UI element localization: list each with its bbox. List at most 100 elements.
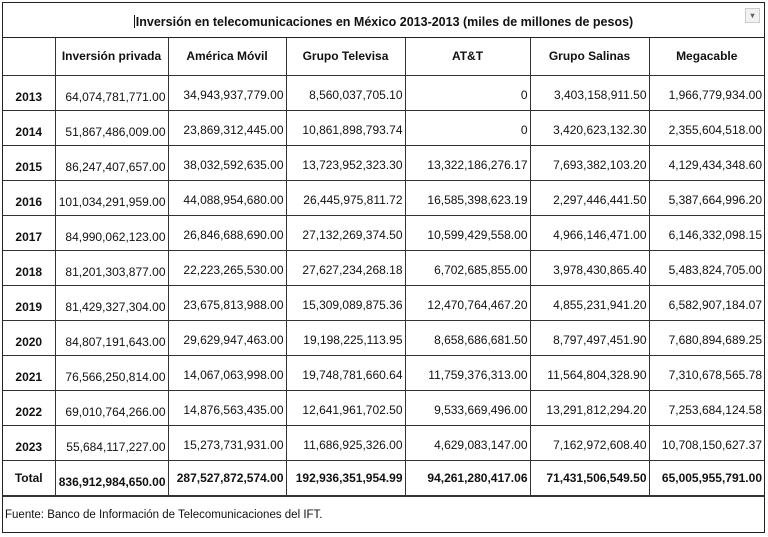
value-cell[interactable]: 10,708,150,627.37	[648, 424, 764, 461]
row-label-cell[interactable]: 2016	[3, 179, 56, 216]
value-cell[interactable]: 101,034,291,959.00	[54, 179, 169, 216]
column-header[interactable]: Megacable	[648, 38, 764, 76]
value-cell[interactable]: 8,797,497,451.90	[529, 319, 650, 356]
value-cell[interactable]: 19,198,225,113.95	[285, 319, 406, 356]
value-cell[interactable]: 8,658,686,681.50	[404, 319, 531, 356]
column-header[interactable]: Grupo Televisa	[285, 38, 406, 76]
source-note: Fuente: Banco de Información de Telecomu…	[3, 495, 764, 532]
value-cell[interactable]: 27,132,269,374.50	[285, 214, 406, 251]
table-title-cell[interactable]: Inversión en telecomunicaciones en Méxic…	[3, 3, 764, 38]
data-table: Inversión privada América Móvil Grupo Tele…	[3, 38, 764, 496]
value-cell[interactable]: 23,869,312,445.00	[167, 109, 287, 146]
value-cell[interactable]: 81,429,327,304.00	[54, 284, 169, 321]
row-label-cell[interactable]: 2022	[3, 389, 56, 426]
row-label-cell[interactable]: 2017	[3, 214, 56, 251]
value-cell[interactable]: 81,201,303,877.00	[54, 249, 169, 286]
value-cell[interactable]: 7,310,678,565.78	[648, 354, 764, 391]
value-cell[interactable]: 55,684,117,227.00	[54, 424, 169, 461]
column-header[interactable]: AT&T	[404, 38, 531, 76]
value-cell[interactable]: 15,273,731,931.00	[167, 424, 287, 461]
dropdown-arrow-icon[interactable]: ▾	[745, 8, 760, 23]
value-cell[interactable]: 64,074,781,771.00	[54, 74, 169, 111]
value-cell[interactable]: 8,560,037,705.10	[285, 74, 406, 111]
value-cell[interactable]: 12,641,961,702.50	[285, 389, 406, 426]
value-cell[interactable]: 16,585,398,623.19	[404, 179, 531, 216]
value-cell[interactable]: 7,253,684,124.58	[648, 389, 764, 426]
value-cell[interactable]: 13,291,812,294.20	[529, 389, 650, 426]
value-cell[interactable]: 3,978,430,865.40	[529, 249, 650, 286]
value-cell[interactable]: 5,483,824,705.00	[648, 249, 764, 286]
value-cell[interactable]: 38,032,592,635.00	[167, 144, 287, 181]
value-cell[interactable]: 192,936,351,954.99	[285, 459, 406, 496]
value-cell[interactable]: 11,759,376,313.00	[404, 354, 531, 391]
value-cell[interactable]: 13,723,952,323.30	[285, 144, 406, 181]
value-cell[interactable]: 19,748,781,660.64	[285, 354, 406, 391]
value-cell[interactable]: 65,005,955,791.00	[648, 459, 764, 496]
row-label-cell[interactable]: 2014	[3, 109, 56, 146]
value-cell[interactable]: 76,566,250,814.00	[54, 354, 169, 391]
column-header[interactable]: América Móvil	[167, 38, 287, 76]
value-cell[interactable]: 287,527,872,574.00	[167, 459, 287, 496]
value-cell[interactable]: 6,582,907,184.07	[648, 284, 764, 321]
value-cell[interactable]: 2,355,604,518.00	[648, 109, 764, 146]
value-cell[interactable]: 11,686,925,326.00	[285, 424, 406, 461]
column-header[interactable]: Inversión privada	[54, 38, 169, 76]
table-row: 2015 86,247,407,657.00 38,032,592,635.00 13…	[3, 144, 764, 181]
value-cell[interactable]: 94,261,280,417.06	[404, 459, 531, 496]
value-cell[interactable]: 9,533,669,496.00	[404, 389, 531, 426]
column-header[interactable]: Grupo Salinas	[529, 38, 650, 76]
row-label-cell[interactable]: 2013	[3, 74, 56, 111]
value-cell[interactable]: 44,088,954,680.00	[167, 179, 287, 216]
value-cell[interactable]: 11,564,804,328.90	[529, 354, 650, 391]
value-cell[interactable]: 23,675,813,988.00	[167, 284, 287, 321]
row-label-cell[interactable]: 2018	[3, 249, 56, 286]
value-cell[interactable]: 7,693,382,103.20	[529, 144, 650, 181]
value-cell[interactable]: 7,162,972,608.40	[529, 424, 650, 461]
table-row: 2013 64,074,781,771.00 34,943,937,779.00 8,…	[3, 74, 764, 111]
value-cell[interactable]: 13,322,186,276.17	[404, 144, 531, 181]
column-header[interactable]	[3, 38, 56, 76]
value-cell[interactable]: 7,680,894,689.25	[648, 319, 764, 356]
row-label-cell[interactable]: 2023	[3, 424, 56, 461]
value-cell[interactable]: 12,470,764,467.20	[404, 284, 531, 321]
value-cell[interactable]: 51,867,486,009.00	[54, 109, 169, 146]
value-cell[interactable]: 26,445,975,811.72	[285, 179, 406, 216]
value-cell[interactable]: 14,876,563,435.00	[167, 389, 287, 426]
table-row: 2021 76,566,250,814.00 14,067,063,998.00 19…	[3, 354, 764, 391]
value-cell[interactable]: 3,420,623,132.30	[529, 109, 650, 146]
value-cell[interactable]: 27,627,234,268.18	[285, 249, 406, 286]
value-cell[interactable]: 15,309,089,875.36	[285, 284, 406, 321]
value-cell[interactable]: 71,431,506,549.50	[529, 459, 650, 496]
row-label-cell[interactable]: Total	[3, 459, 56, 496]
value-cell[interactable]: 0	[404, 109, 531, 146]
value-cell[interactable]: 6,702,685,855.00	[404, 249, 531, 286]
value-cell[interactable]: 22,223,265,530.00	[167, 249, 287, 286]
value-cell[interactable]: 84,807,191,643.00	[54, 319, 169, 356]
table-title: Inversión en telecomunicaciones en Méxic…	[135, 15, 634, 29]
value-cell[interactable]: 4,855,231,941.20	[529, 284, 650, 321]
row-label-cell[interactable]: 2021	[3, 354, 56, 391]
value-cell[interactable]: 29,629,947,463.00	[167, 319, 287, 356]
value-cell[interactable]: 10,861,898,793.74	[285, 109, 406, 146]
value-cell[interactable]: 86,247,407,657.00	[54, 144, 169, 181]
value-cell[interactable]: 5,387,664,996.20	[648, 179, 764, 216]
row-label-cell[interactable]: 2015	[3, 144, 56, 181]
row-label-cell[interactable]: 2020	[3, 319, 56, 356]
value-cell[interactable]: 34,943,937,779.00	[167, 74, 287, 111]
value-cell[interactable]: 4,129,434,348.60	[648, 144, 764, 181]
value-cell[interactable]: 4,966,146,471.00	[529, 214, 650, 251]
value-cell[interactable]: 4,629,083,147.00	[404, 424, 531, 461]
value-cell[interactable]: 14,067,063,998.00	[167, 354, 287, 391]
value-cell[interactable]: 836,912,984,650.00	[54, 459, 169, 496]
value-cell[interactable]: 26,846,688,690.00	[167, 214, 287, 251]
value-cell[interactable]: 1,966,779,934.00	[648, 74, 764, 111]
value-cell[interactable]: 0	[404, 74, 531, 111]
value-cell[interactable]: 2,297,446,441.50	[529, 179, 650, 216]
row-label-cell[interactable]: 2019	[3, 284, 56, 321]
value-cell[interactable]: 10,599,429,558.00	[404, 214, 531, 251]
value-cell[interactable]: 6,146,332,098.15	[648, 214, 764, 251]
value-cell[interactable]: 84,990,062,123.00	[54, 214, 169, 251]
table-row: 2014 51,867,486,009.00 23,869,312,445.00 10…	[3, 109, 764, 146]
value-cell[interactable]: 69,010,764,266.00	[54, 389, 169, 426]
value-cell[interactable]: 3,403,158,911.50	[529, 74, 650, 111]
